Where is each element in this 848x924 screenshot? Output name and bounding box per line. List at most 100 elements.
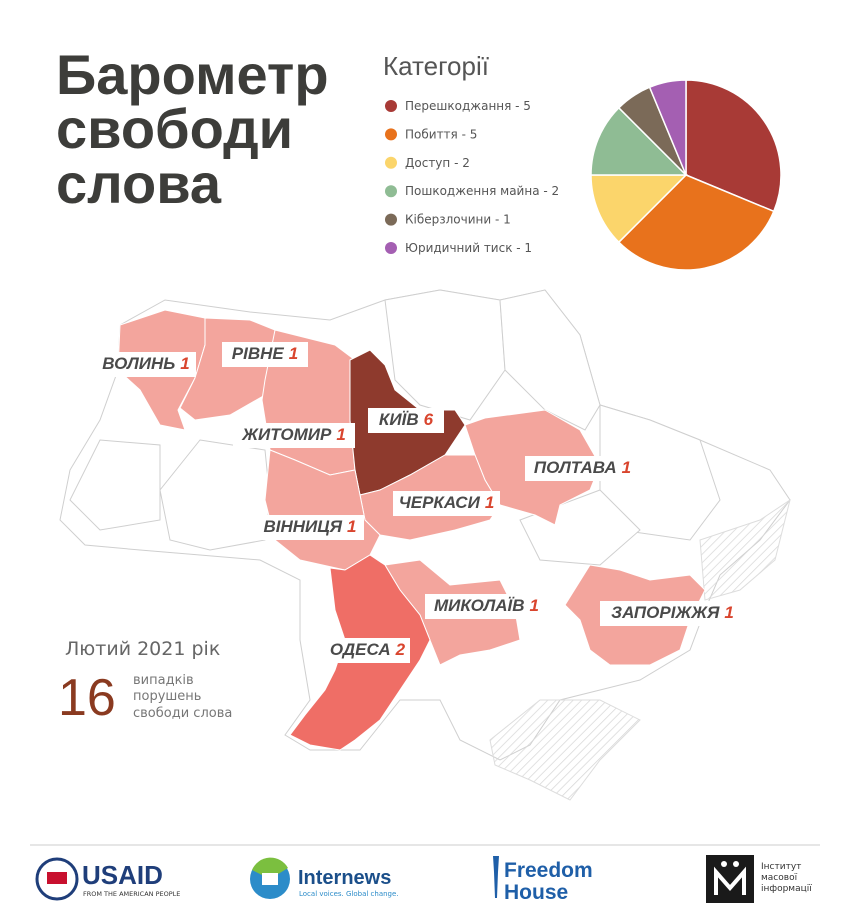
label-box: [96, 352, 196, 377]
caption-line: порушень: [133, 689, 201, 704]
region-count: 1: [724, 603, 733, 622]
imi-mark-dot: [733, 861, 739, 867]
region-label: ЖИТОМИР 1: [241, 425, 346, 444]
region-label: РІВНЕ 1: [232, 344, 298, 363]
imi-line: масової: [761, 873, 798, 883]
period: Лютий 2021 рік: [65, 638, 220, 660]
pie-slice: [648, 79, 687, 176]
legend-swatch: [385, 100, 397, 112]
usaid-tagline: FROM THE AMERICAN PEOPLE: [83, 890, 180, 898]
title-line: свободи: [56, 97, 293, 160]
logo-internews: Internews Local voices. Global change.: [250, 857, 399, 899]
region-label: ЧЕРКАСИ 1: [399, 493, 495, 512]
region-name: ВІННИЦЯ: [263, 517, 342, 536]
caption-line: випадків: [133, 673, 194, 688]
region-name: ПОЛТАВА: [534, 458, 617, 477]
legend-label: Перешкоджання - 5: [405, 99, 531, 113]
freedom-house-line: Freedom: [504, 859, 593, 882]
legend-label: Побиття - 5: [405, 127, 477, 141]
legend-swatch: [385, 128, 397, 141]
region-count: 1: [347, 517, 356, 536]
pie-slice: [685, 79, 782, 213]
region-count: 1: [289, 344, 298, 363]
label-box: [425, 594, 548, 619]
internews-mark-part: [262, 873, 278, 885]
legend-label: Пошкодження майна - 2: [405, 184, 559, 198]
imi-mark-dot: [721, 861, 727, 867]
region-name: ЗАПОРІЖЖЯ: [611, 603, 720, 622]
imi-mark-letter: [714, 866, 746, 895]
legend-label: Кіберзлочини - 1: [405, 213, 511, 227]
legend-label: Доступ - 2: [405, 156, 470, 170]
logo-usaid: USAID FROM THE AMERICAN PEOPLE: [35, 857, 180, 901]
pie-slice: [617, 174, 775, 271]
freedom-house-line: House: [504, 881, 568, 904]
legend-swatch: [385, 242, 397, 254]
region-name: МИКОЛАЇВ: [434, 596, 525, 615]
legend-swatch: [385, 156, 397, 169]
region-label: КИЇВ 6: [379, 410, 434, 429]
region-label: ОДЕСА 2: [330, 640, 406, 659]
region-count: 2: [395, 640, 406, 659]
legend-title: Категорії: [383, 51, 489, 81]
region-count: 1: [336, 425, 345, 444]
region-count: 6: [424, 410, 434, 429]
region-label: ЗАПОРІЖЖЯ 1: [611, 603, 734, 622]
hatched-area: [699, 498, 791, 601]
label-box: [600, 601, 745, 626]
crimea: [489, 699, 641, 801]
pie-slice: [590, 174, 688, 244]
legend: Перешкоджання - 5 Побиття - 5 Доступ - 2 По…: [385, 99, 559, 255]
label-box: [256, 515, 364, 540]
internews-mark-part: [252, 857, 288, 879]
region: [69, 439, 161, 531]
torch: [493, 856, 499, 898]
title-line: слова: [56, 152, 222, 215]
usaid-seal-band: [47, 872, 67, 884]
region-count: 1: [530, 596, 539, 615]
region-label: ВІННИЦЯ 1: [263, 517, 356, 536]
caption-line: свободи слова: [133, 706, 232, 721]
imi-mark: [706, 855, 754, 903]
region-name: ВОЛИНЬ: [102, 354, 175, 373]
internews-name: Internews: [298, 867, 391, 889]
imi-line: інформації: [761, 884, 812, 894]
region-name: ЧЕРКАСИ: [399, 493, 481, 512]
region-name: ЖИТОМИР: [241, 425, 332, 444]
region-label: ПОЛТАВА 1: [534, 458, 631, 477]
legend-swatch: [385, 185, 397, 198]
logo-freedom-house: Freedom House: [493, 856, 593, 904]
region-count: 1: [622, 458, 631, 477]
title-line: Барометр: [56, 43, 329, 106]
total: 16: [58, 669, 116, 727]
label-box: [525, 456, 640, 481]
title: Барометр свободи слова: [56, 43, 329, 215]
logo-imi: Інститут масової інформації: [706, 855, 812, 903]
region-count: 1: [485, 493, 494, 512]
region-label: МИКОЛАЇВ 1: [434, 596, 539, 615]
label-box: [222, 342, 308, 367]
pie-slice: [590, 106, 688, 176]
total-caption: випадків порушень свободи слова: [133, 673, 232, 721]
pie: [590, 79, 782, 271]
region: [159, 439, 271, 551]
region-label: ВОЛИНЬ 1: [102, 354, 190, 373]
region-count: 1: [180, 354, 189, 373]
region-name: РІВНЕ: [232, 344, 285, 363]
region-name: ОДЕСА: [330, 640, 391, 659]
region-name: КИЇВ: [379, 410, 419, 429]
usaid-name: USAID: [82, 860, 163, 890]
legend-label: Юридичний тиск - 1: [405, 241, 532, 255]
imi-line: Інститут: [761, 862, 801, 872]
label-box: [368, 408, 444, 433]
region: [384, 289, 506, 421]
region: [499, 289, 601, 431]
label-box: [393, 491, 500, 516]
label-box: [233, 423, 355, 448]
internews-tagline: Local voices. Global change.: [299, 890, 399, 898]
label-box: [325, 638, 410, 663]
legend-swatch: [385, 213, 397, 226]
